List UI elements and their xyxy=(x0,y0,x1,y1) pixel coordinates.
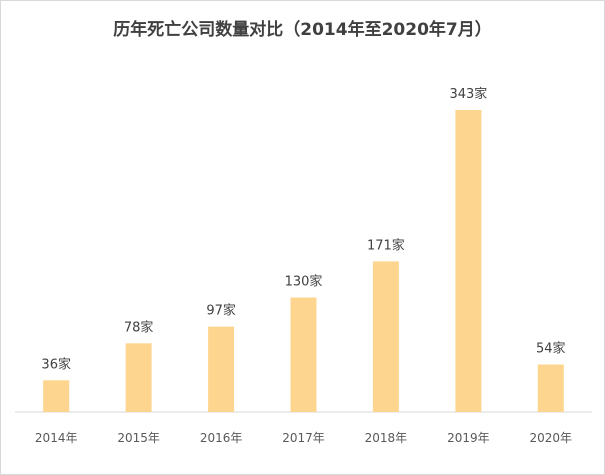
bar-1 xyxy=(43,380,70,412)
data-label-4: 130家 xyxy=(285,274,323,290)
data-labels-layer: 36家 78家 97家 130家 171家 343家 54家 xyxy=(41,86,565,372)
x-tick-label-1: 2014年 xyxy=(35,431,78,445)
x-tick-label-2: 2015年 xyxy=(117,431,160,445)
x-tick-label-5: 2018年 xyxy=(365,431,408,445)
data-label-7: 54家 xyxy=(536,341,566,357)
x-tick-label-7: 2020年 xyxy=(530,431,573,445)
bar-6 xyxy=(455,110,482,412)
data-label-5: 171家 xyxy=(367,237,405,253)
data-label-6: 343家 xyxy=(449,86,487,102)
x-tick-labels-layer: 2014年 2015年 2016年 2017年 2018年 2019年 2020年 xyxy=(35,431,572,445)
bar-7 xyxy=(537,364,564,412)
bars-layer xyxy=(43,110,564,412)
chart-title: 历年死亡公司数量对比（2014年至2020年7月） xyxy=(113,20,492,40)
data-label-2: 78家 xyxy=(124,319,154,335)
x-tick-label-4: 2017年 xyxy=(282,431,325,445)
bar-4 xyxy=(290,297,317,412)
bar-3 xyxy=(208,326,235,412)
bar-2 xyxy=(125,343,152,412)
data-label-1: 36家 xyxy=(41,356,71,372)
data-label-3: 97家 xyxy=(206,303,236,319)
bar-5 xyxy=(372,261,399,412)
x-tick-label-6: 2019年 xyxy=(447,431,490,445)
x-tick-label-3: 2016年 xyxy=(200,431,243,445)
